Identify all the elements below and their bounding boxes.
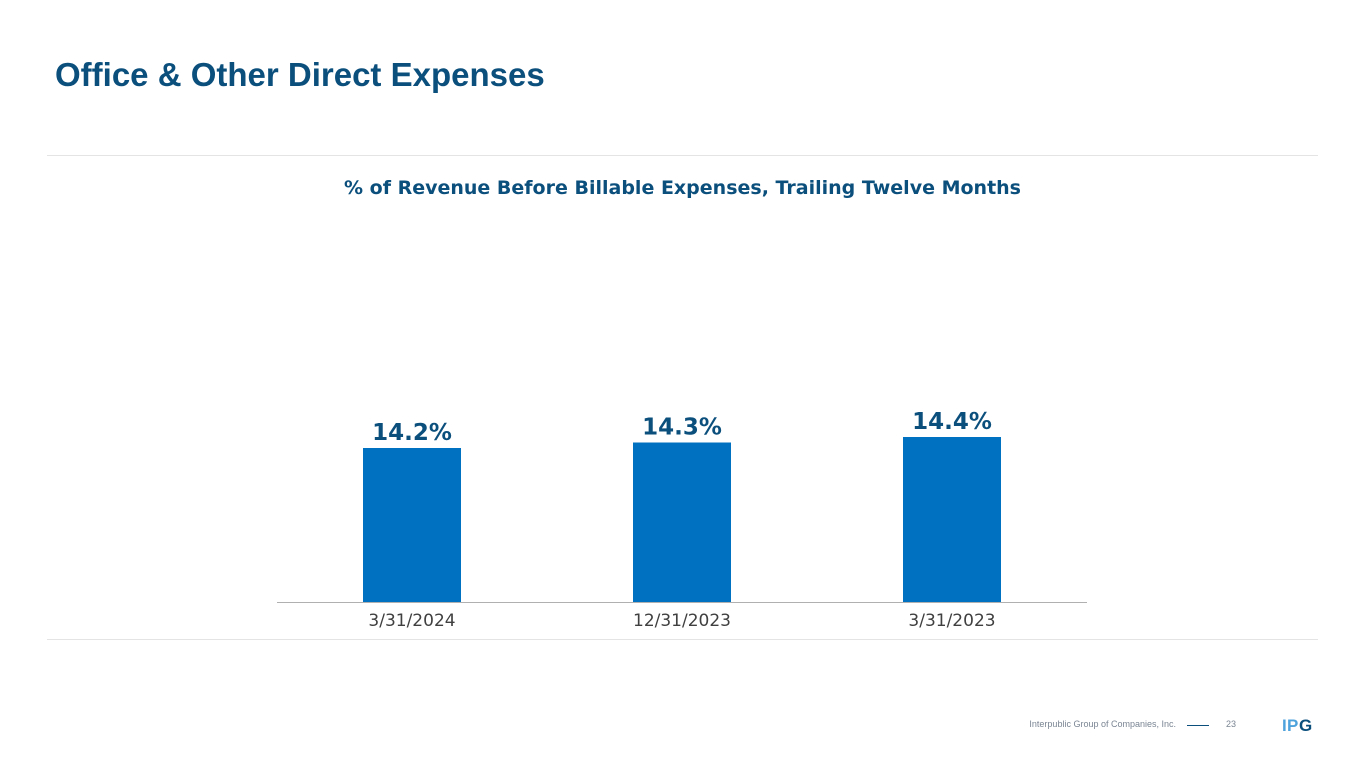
- footer: Interpublic Group of Companies, Inc. 23 …: [0, 716, 1365, 735]
- category-labels-group: 3/31/2024 12/31/2023 3/31/2023: [368, 611, 995, 631]
- category-label-2: 3/31/2023: [908, 611, 995, 631]
- bars-group: [363, 437, 1001, 602]
- svg-text:G: G: [1299, 716, 1312, 735]
- value-labels-group: 14.2% 14.3% 14.4%: [372, 409, 992, 446]
- data-label-2: 14.4%: [912, 409, 992, 435]
- bar-2: [903, 437, 1001, 602]
- ipg-logo: I P G: [1282, 716, 1312, 735]
- category-label-1: 12/31/2023: [633, 611, 731, 631]
- svg-text:P: P: [1287, 716, 1298, 735]
- bar-1: [633, 442, 731, 602]
- footer-company-name: Interpublic Group of Companies, Inc.: [1029, 719, 1176, 729]
- bottom-divider: [47, 639, 1318, 640]
- top-divider: [47, 155, 1318, 156]
- page-number: 23: [1226, 719, 1237, 729]
- data-label-0: 14.2%: [372, 420, 452, 446]
- bar-0: [363, 448, 461, 602]
- chart-title: % of Revenue Before Billable Expenses, T…: [344, 177, 1021, 199]
- page-title: Office & Other Direct Expenses: [55, 56, 545, 93]
- data-label-1: 14.3%: [642, 415, 722, 441]
- footer-rule: [1187, 725, 1209, 726]
- category-label-0: 3/31/2024: [368, 611, 455, 631]
- svg-text:I: I: [1282, 716, 1286, 735]
